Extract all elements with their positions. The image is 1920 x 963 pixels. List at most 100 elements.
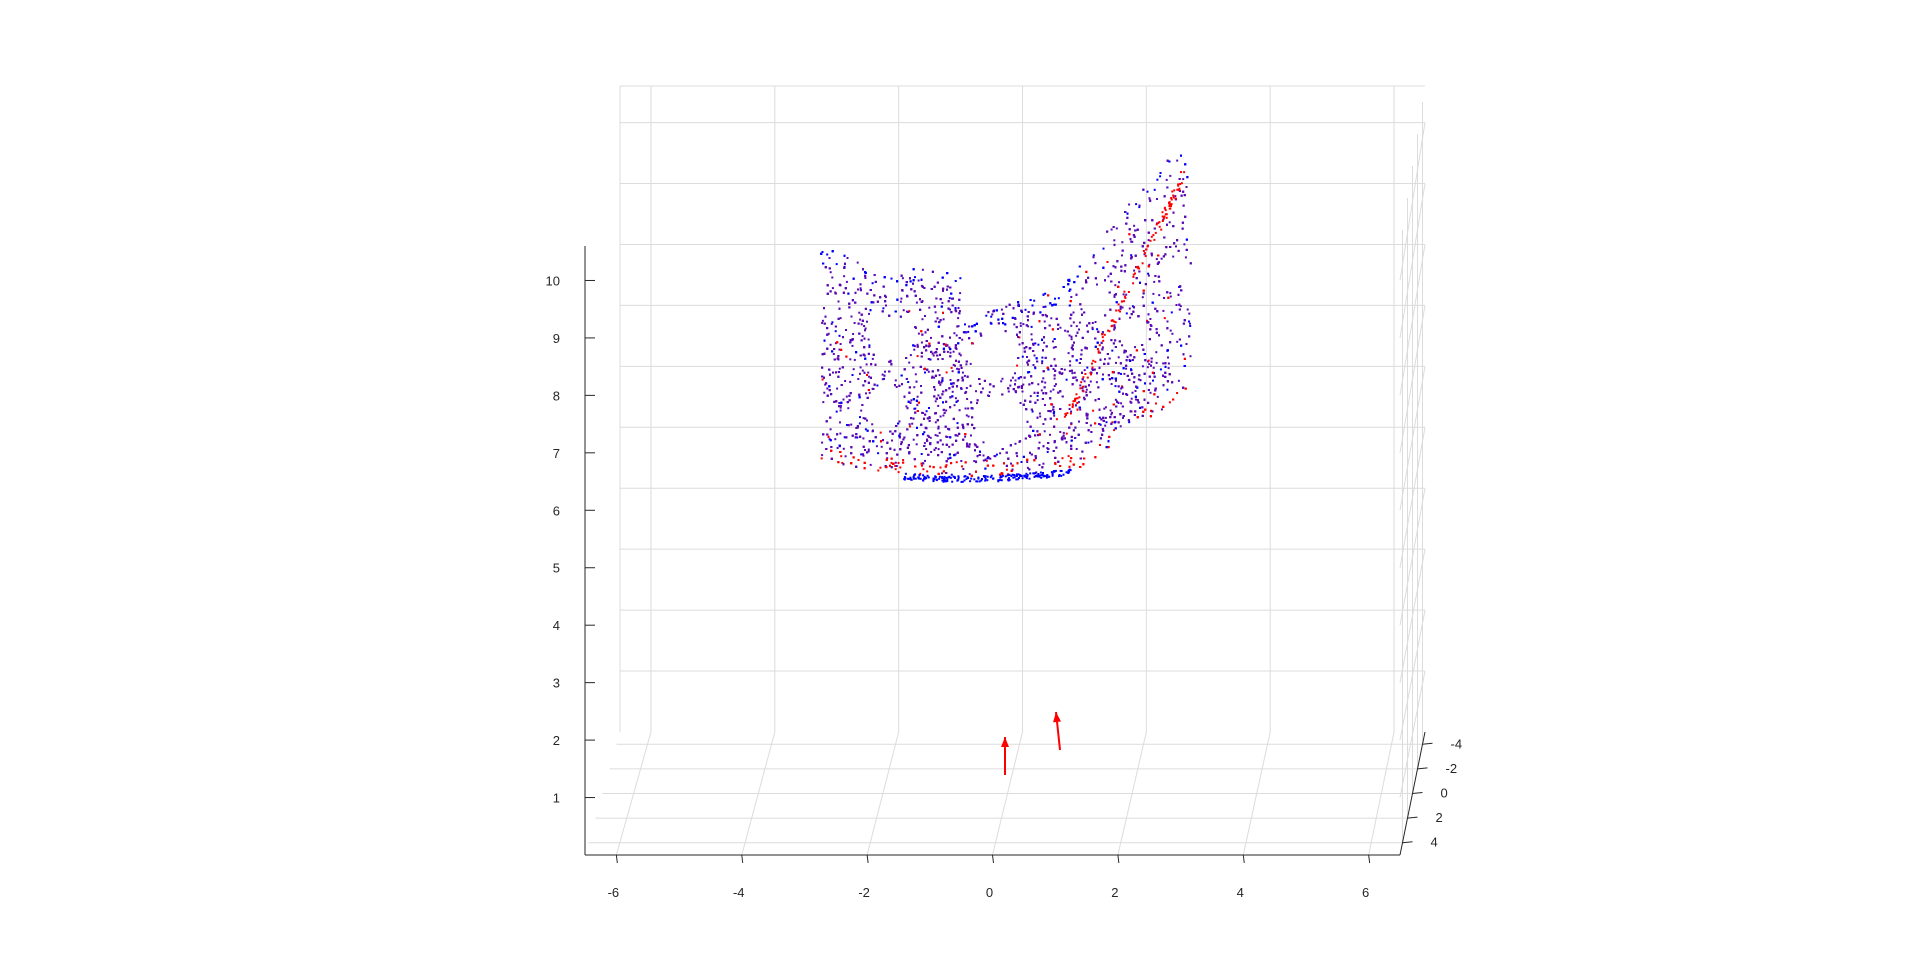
cloud-point (1112, 403, 1115, 406)
cloud-point (1157, 222, 1160, 225)
cloud-point (907, 477, 909, 480)
cloud-point (862, 417, 865, 420)
cloud-point (1163, 215, 1166, 218)
cloud-point (936, 281, 939, 284)
cloud-point (1075, 379, 1078, 382)
cloud-point (947, 457, 950, 460)
cloud-point (1101, 346, 1104, 349)
cloud-point (1121, 241, 1124, 244)
cloud-point (884, 296, 887, 299)
cloud-point (1007, 387, 1010, 390)
cloud-point (1160, 408, 1163, 411)
cloud-point (975, 460, 977, 463)
cloud-point (1138, 206, 1141, 209)
cloud-point (974, 444, 977, 447)
cloud-point (1027, 319, 1029, 322)
cloud-point (1168, 201, 1171, 204)
cloud-point (925, 349, 928, 352)
cloud-point (1053, 385, 1056, 387)
cloud-point (1034, 434, 1037, 437)
cloud-point (945, 371, 948, 374)
cloud-point (904, 477, 907, 480)
cloud-point (1085, 422, 1088, 424)
cloud-point (964, 323, 966, 326)
x-tick-label: 4 (1237, 885, 1244, 900)
cloud-point (1113, 320, 1116, 323)
cloud-point (954, 477, 956, 479)
cloud-point (920, 351, 923, 354)
cloud-point (896, 280, 899, 283)
cloud-point (1005, 464, 1008, 467)
cloud-point (992, 477, 995, 480)
cloud-point (1101, 433, 1104, 436)
cloud-point (927, 476, 930, 479)
cloud-point (1097, 351, 1100, 354)
cloud-point (1067, 283, 1070, 286)
cloud-point (983, 476, 986, 479)
cloud-point (889, 359, 892, 362)
cloud-point (1049, 397, 1052, 400)
cloud-point (1050, 317, 1053, 320)
cloud-point (864, 277, 867, 279)
cloud-point (1103, 333, 1106, 336)
cloud-point (1009, 384, 1012, 387)
cloud-point (832, 371, 834, 374)
cloud-point (1120, 265, 1123, 268)
cloud-point (951, 304, 954, 307)
cloud-point (926, 438, 928, 441)
cloud-point (1044, 305, 1047, 308)
cloud-point (920, 391, 923, 394)
cloud-point (1070, 439, 1073, 442)
cloud-point (910, 399, 913, 402)
cloud-point (1107, 446, 1110, 449)
cloud-point (929, 465, 931, 468)
cloud-point (1116, 260, 1119, 263)
cloud-point (942, 311, 944, 314)
cloud-point (946, 288, 948, 291)
cloud-point (1111, 377, 1114, 380)
cloud-point (1018, 331, 1021, 334)
cloud-point (1113, 324, 1116, 327)
cloud-point (987, 311, 990, 314)
cloud-point (1183, 357, 1186, 360)
cloud-point (826, 284, 829, 287)
y-tick (1402, 841, 1413, 844)
cloud-point (922, 479, 924, 482)
cloud-point (1052, 388, 1055, 391)
cloud-point (1085, 388, 1088, 391)
cloud-point (1048, 475, 1051, 478)
cloud-point (995, 309, 998, 312)
cloud-point (941, 476, 943, 479)
cloud-point (977, 477, 980, 480)
cloud-point (918, 477, 921, 480)
cloud-point (960, 460, 963, 462)
cloud-point (1129, 410, 1132, 413)
cloud-point (858, 422, 861, 425)
cloud-point (917, 332, 920, 335)
cloud-point (1054, 346, 1057, 348)
cloud-point (1001, 393, 1004, 396)
cloud-point (912, 438, 915, 441)
cloud-point (965, 477, 968, 480)
cloud-point (959, 354, 962, 357)
cloud-point (1022, 403, 1025, 406)
cloud-point (1072, 321, 1075, 324)
cloud-point (1094, 399, 1097, 402)
cloud-point (966, 423, 969, 426)
cloud-point (910, 288, 913, 291)
cloud-point (941, 377, 944, 380)
cloud-point (1123, 349, 1126, 352)
cloud-point (1013, 474, 1016, 476)
cloud-point (1041, 338, 1043, 341)
cloud-point (834, 292, 837, 295)
cloud-point (864, 327, 867, 330)
cloud-point (941, 335, 944, 338)
cloud-point (920, 341, 923, 344)
cloud-point (1133, 376, 1136, 379)
cloud-point (936, 434, 939, 437)
cloud-point (923, 417, 925, 420)
cloud-point (1168, 373, 1171, 376)
cloud-point (982, 459, 985, 462)
cloud-point (1018, 474, 1021, 476)
cloud-point (1078, 420, 1080, 423)
